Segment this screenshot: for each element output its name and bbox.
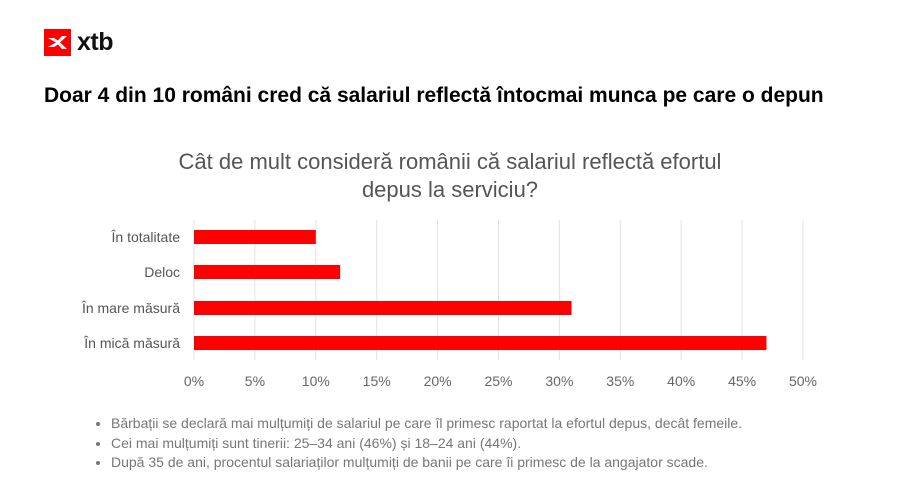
x-tick-label: 0%	[184, 373, 204, 389]
chart-title-line1: Cât de mult consideră românii că salariu…	[178, 149, 722, 174]
x-tick-label: 35%	[606, 373, 634, 389]
note-item: Bărbații se declară mai mulțumiți de sal…	[111, 414, 742, 434]
bar	[194, 265, 341, 279]
chart-title: Cât de mult consideră românii că salariu…	[0, 148, 900, 204]
bar	[194, 301, 572, 315]
x-tick-label: 45%	[728, 373, 756, 389]
x-tick-label: 5%	[245, 373, 265, 389]
headline: Doar 4 din 10 români cred că salariul re…	[44, 84, 824, 107]
bar	[194, 230, 316, 244]
xtb-logo-text: xtb	[77, 28, 114, 56]
x-tick-label: 10%	[302, 373, 330, 389]
x-tick-label: 15%	[363, 373, 391, 389]
category-label: În mică măsură	[83, 335, 180, 351]
x-tick-label: 20%	[424, 373, 452, 389]
xtb-logo: xtb	[44, 28, 114, 56]
x-tick-label: 25%	[484, 373, 512, 389]
note-item: După 35 de ani, procentul salariaților m…	[111, 453, 742, 473]
chart-title-line2: depus la serviciu?	[361, 177, 539, 202]
notes-list: Bărbații se declară mai mulțumiți de sal…	[95, 414, 742, 473]
x-tick-label: 30%	[545, 373, 573, 389]
x-tick-label: 40%	[667, 373, 695, 389]
bar	[194, 336, 767, 350]
category-label: În totalitate	[111, 229, 181, 245]
category-label: Deloc	[144, 264, 180, 280]
note-item: Cei mai mulțumiți sunt tinerii: 25–34 an…	[111, 434, 742, 454]
x-tick-label: 50%	[789, 373, 817, 389]
xtb-logo-mark	[44, 29, 71, 56]
category-label: În mare măsură	[81, 300, 180, 316]
